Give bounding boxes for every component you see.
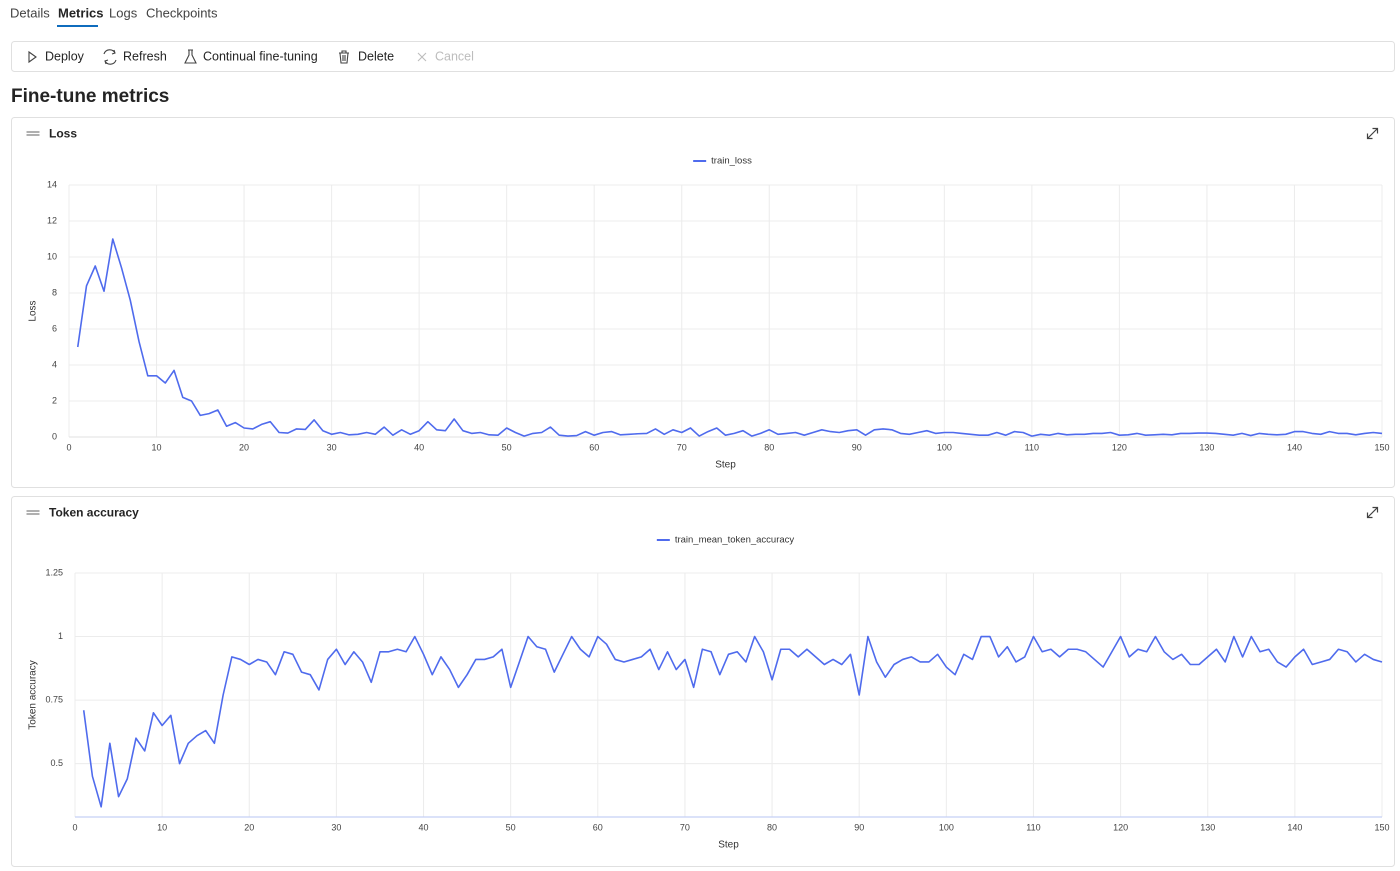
x-tick-label: 60 [593, 822, 603, 832]
x-tick-label: 140 [1287, 822, 1302, 832]
drag-handle [26, 131, 40, 136]
tab[interactable]: Logs [109, 5, 138, 20]
x-tick-label: 100 [937, 442, 952, 452]
y-tick-label: 2 [52, 395, 57, 405]
chart-card: Token accuracy 0.5 0.75 1 1.25 0 10 20 30 40 50 60 7… [11, 496, 1395, 867]
page-heading: Fine-tune metrics [11, 86, 169, 107]
x-tick-label: 140 [1287, 442, 1302, 452]
drag-handle [26, 510, 40, 515]
chart-title: Token accuracy [49, 506, 139, 520]
x-tick-label: 90 [852, 442, 862, 452]
x-tick-label: 20 [239, 442, 249, 452]
card-frame [11, 117, 1395, 488]
x-tick-label: 30 [331, 822, 341, 832]
y-tick-label: 0.75 [45, 694, 63, 704]
card-frame [11, 496, 1395, 867]
x-tick-label: 10 [152, 442, 162, 452]
chart-title: Loss [49, 127, 77, 141]
cancel-icon [417, 52, 427, 62]
x-tick-label: 30 [327, 442, 337, 452]
x-tick-label: 20 [244, 822, 254, 832]
x-tick-label: 120 [1112, 442, 1127, 452]
deploy-icon [28, 50, 37, 64]
delete-icon [339, 50, 349, 64]
x-tick-label: 0 [72, 822, 77, 832]
x-tick-label: 150 [1374, 822, 1389, 832]
x-tick-label: 80 [764, 442, 774, 452]
y-tick-label: 12 [47, 215, 57, 225]
x-tick-label: 150 [1374, 442, 1389, 452]
y-axis-title: Loss [28, 300, 39, 321]
refresh-button[interactable]: Refresh [123, 49, 167, 63]
x-axis-title: Step [718, 840, 739, 851]
deploy-button[interactable]: Deploy [45, 49, 85, 63]
flask-icon [184, 49, 197, 64]
tab[interactable]: Metrics [58, 5, 104, 20]
y-tick-label: 6 [52, 323, 57, 333]
y-tick-label: 1 [58, 631, 63, 641]
y-tick-label: 14 [47, 179, 57, 189]
legend-label: train_loss [711, 156, 752, 167]
y-tick-label: 10 [47, 251, 57, 261]
toolbar-buttons [28, 49, 427, 65]
y-tick-label: 0.5 [50, 758, 63, 768]
cancel-button: Cancel [435, 49, 474, 63]
y-tick-label: 8 [52, 287, 57, 297]
x-tick-label: 120 [1113, 822, 1128, 832]
x-tick-label: 70 [677, 442, 687, 452]
x-tick-label: 130 [1200, 822, 1215, 832]
x-tick-label: 90 [854, 822, 864, 832]
x-tick-label: 60 [589, 442, 599, 452]
continual-button[interactable]: Continual fine-tuning [203, 49, 318, 63]
tab[interactable]: Checkpoints [146, 5, 218, 20]
x-tick-label: 130 [1199, 442, 1214, 452]
x-axis-title: Step [715, 460, 736, 471]
toolbar [11, 41, 1395, 72]
x-tick-label: 40 [414, 442, 424, 452]
x-tick-label: 40 [419, 822, 429, 832]
y-tick-label: 4 [52, 359, 57, 369]
x-tick-label: 70 [680, 822, 690, 832]
delete-button[interactable]: Delete [358, 49, 394, 63]
data-line [82, 635, 1383, 808]
data-line [76, 238, 1383, 437]
x-tick-label: 110 [1025, 442, 1039, 452]
x-tick-label: 0 [66, 442, 71, 452]
x-tick-label: 50 [502, 442, 512, 452]
x-tick-label: 100 [939, 822, 954, 832]
tab-underline [57, 25, 98, 27]
tab[interactable]: Details [10, 5, 50, 20]
x-tick-label: 110 [1026, 822, 1040, 832]
x-tick-label: 80 [767, 822, 777, 832]
y-axis-title: Token accuracy [28, 660, 39, 729]
y-tick-label: 1.25 [45, 567, 63, 577]
x-tick-label: 50 [506, 822, 516, 832]
expand-icon[interactable] [1366, 506, 1379, 519]
y-tick-label: 0 [52, 431, 57, 441]
refresh-icon [103, 49, 117, 65]
x-tick-label: 10 [157, 822, 167, 832]
legend-label: train_mean_token_accuracy [675, 535, 795, 546]
expand-icon[interactable] [1366, 127, 1379, 140]
